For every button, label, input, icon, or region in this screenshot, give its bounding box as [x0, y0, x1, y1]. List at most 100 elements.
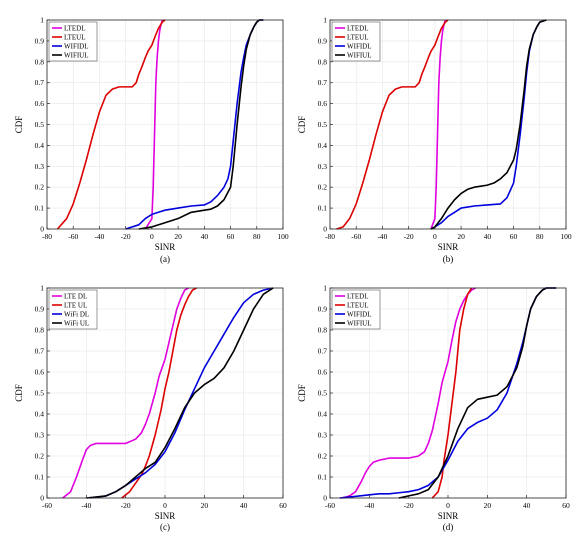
legend-label: WIFIUL — [347, 319, 372, 327]
series-line-lteul — [431, 287, 473, 499]
legend-label: WiFi UL — [64, 319, 89, 327]
y-tick-label: 0.8 — [318, 326, 328, 335]
legend-label: WIFIDL — [347, 310, 372, 318]
x-tick-label: -60 — [325, 501, 335, 510]
x-tick-label: 40 — [201, 232, 209, 241]
x-axis-label: SINR — [155, 511, 176, 521]
y-tick-label: 0.1 — [35, 204, 45, 213]
x-axis-label: SINR — [438, 511, 459, 521]
legend-label: LTEDL — [347, 292, 369, 300]
series-line-lteul — [56, 19, 166, 230]
x-tick-label: -20 — [121, 501, 131, 510]
legend-label: LTE DL — [64, 292, 87, 300]
chart-panel-4: -60 -40 -20 0 20 40 60 0 0.1 0.2 0.3 0.4 0.5 0.6 0.7 0.… — [297, 284, 570, 533]
x-tick-label: 0 — [150, 232, 154, 241]
x-tick-label: 0 — [433, 232, 437, 241]
x-tick-label: 40 — [523, 501, 531, 510]
x-tick-label: 0 — [446, 501, 450, 510]
x-tick-label: 0 — [163, 501, 167, 510]
series-line-lte-ul — [121, 287, 197, 499]
y-tick-label: 0.9 — [35, 36, 45, 45]
x-tick-label: -80 — [42, 232, 52, 241]
x-tick-label: 100 — [560, 232, 572, 241]
series-line-wifiul — [398, 287, 557, 499]
y-tick-label: 0 — [323, 494, 327, 503]
x-tick-label: -40 — [94, 232, 104, 241]
x-tick-label: 60 — [227, 232, 235, 241]
panel-caption: (d) — [443, 522, 454, 532]
x-tick-label: -20 — [404, 501, 414, 510]
y-tick-label: 0.4 — [318, 410, 328, 419]
panel-caption: (b) — [443, 254, 454, 264]
x-axis-label: SINR — [438, 242, 459, 252]
x-axis-label: SINR — [155, 242, 176, 252]
y-tick-label: 0.9 — [318, 36, 328, 45]
y-tick-label: 0.3 — [318, 162, 328, 171]
y-tick-label: 1 — [40, 16, 44, 25]
legend-label: LTEUL — [347, 301, 369, 309]
x-tick-label: 20 — [201, 501, 209, 510]
y-tick-label: 0.2 — [318, 183, 328, 192]
x-tick-label: 40 — [240, 501, 248, 510]
x-tick-label: 100 — [277, 232, 289, 241]
y-tick-label: 0.9 — [35, 305, 45, 314]
y-tick-label: 0.4 — [35, 410, 45, 419]
y-tick-label: 0.4 — [318, 141, 328, 150]
x-tick-label: -40 — [364, 501, 374, 510]
y-tick-label: 0.6 — [35, 368, 45, 377]
y-axis-label: CDF — [14, 384, 24, 402]
series-line-wifiul — [430, 19, 547, 230]
y-tick-label: 0.2 — [318, 452, 328, 461]
y-tick-label: 0.6 — [318, 368, 328, 377]
legend-label: WIFIUL — [347, 51, 372, 59]
y-tick-label: 0 — [40, 494, 44, 503]
y-tick-label: 0.5 — [35, 120, 45, 129]
x-tick-label: 40 — [484, 232, 492, 241]
panel-caption: (a) — [160, 254, 170, 264]
y-tick-label: 0.1 — [318, 204, 328, 213]
legend-label: WIFIDL — [347, 42, 372, 50]
chart-panel-2: -80 -60 -40 -20 0 20 40 60 80 100 0 0.1 0.2 0.3 0.4 0.5… — [297, 16, 572, 265]
chart-panel-3: -60 -40 -20 0 20 40 60 0 0.1 0.2 0.3 0.4 0.5 0.6 0.7 0.… — [14, 284, 287, 533]
series-line-lteul — [336, 19, 449, 230]
x-tick-label: 60 — [279, 501, 287, 510]
y-tick-label: 1 — [40, 284, 44, 293]
series-line-ltedl — [430, 19, 447, 230]
legend-label: LTE UL — [64, 301, 87, 309]
y-tick-label: 0.9 — [318, 305, 328, 314]
y-tick-label: 0.1 — [35, 473, 45, 482]
x-tick-label: -20 — [121, 232, 131, 241]
y-tick-label: 0.4 — [35, 141, 45, 150]
x-tick-label: -40 — [377, 232, 387, 241]
series-line-ltedl — [144, 19, 164, 230]
y-tick-label: 0 — [40, 225, 44, 234]
x-tick-label: 80 — [536, 232, 544, 241]
legend-label: WIFIDL — [64, 42, 89, 50]
y-tick-label: 0.6 — [35, 99, 45, 108]
y-axis-label: CDF — [297, 384, 307, 402]
legend-label: LTEUL — [64, 33, 86, 41]
x-tick-label: -60 — [42, 501, 52, 510]
y-tick-label: 0.3 — [35, 162, 45, 171]
y-tick-label: 0 — [323, 225, 327, 234]
x-tick-label: 20 — [457, 232, 465, 241]
legend-label: LTEUL — [347, 33, 369, 41]
series-line-ltedl — [341, 287, 476, 499]
y-axis-label: CDF — [297, 116, 307, 134]
y-tick-label: 0.3 — [318, 431, 328, 440]
y-axis-label: CDF — [14, 116, 24, 134]
y-tick-label: 0.7 — [35, 347, 45, 356]
y-tick-label: 0.5 — [35, 389, 45, 398]
series-line-wifi-ul — [86, 287, 274, 499]
x-tick-label: -60 — [351, 232, 361, 241]
legend-label: WIFIUL — [64, 51, 89, 59]
x-tick-label: -80 — [325, 232, 335, 241]
panel-caption: (c) — [160, 522, 170, 532]
series-line-wifiul — [138, 19, 264, 230]
x-tick-label: -40 — [81, 501, 91, 510]
